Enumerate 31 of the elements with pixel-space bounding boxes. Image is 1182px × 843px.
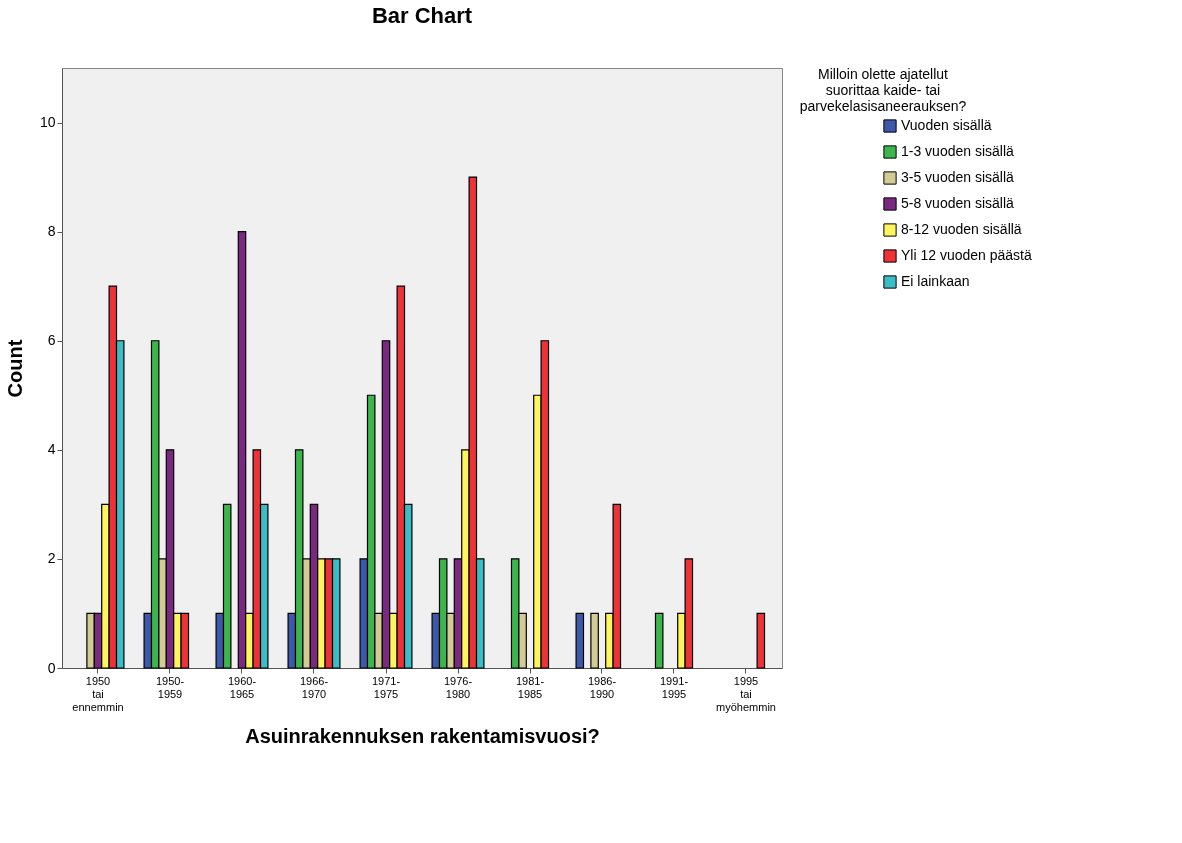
x-tick-label: 1991-1995 <box>659 674 689 700</box>
y-tick-label: 10 <box>39 114 56 131</box>
y-tick-label: 6 <box>47 332 56 349</box>
legend-label: Yli 12 vuoden päästä <box>901 247 1032 263</box>
y-tick-label: 8 <box>47 223 56 240</box>
legend-label: 1-3 vuoden sisällä <box>901 143 1015 159</box>
x-tick-label: 1971-1975 <box>371 674 401 700</box>
legend-label: Vuoden sisällä <box>901 117 992 133</box>
x-axis-title: Asuinrakennuksen rakentamisvuosi? <box>245 724 600 747</box>
bar <box>590 612 599 669</box>
legend-label: Ei lainkaan <box>901 273 970 289</box>
x-tick-label: 1950-1959 <box>155 674 185 700</box>
x-tick-label: 1960-1965 <box>227 674 257 700</box>
y-tick-label: 4 <box>47 441 56 458</box>
x-tick-label: 1986-1990 <box>587 674 617 700</box>
legend-label: 8-12 vuoden sisällä <box>901 221 1022 237</box>
x-tick-label: 1976-1980 <box>443 674 473 700</box>
chart-title: Bar Chart <box>371 3 473 28</box>
x-tick-label: 1950 tai ennemmin <box>72 674 124 713</box>
legend-label: 5-8 vuoden sisällä <box>901 195 1015 211</box>
y-axis-title: Count <box>3 339 26 398</box>
bar <box>756 612 766 669</box>
x-tick-label: 1966-1970 <box>299 674 329 700</box>
bar <box>575 612 585 669</box>
bar <box>654 612 664 669</box>
y-tick-label: 0 <box>47 659 56 676</box>
x-tick-label: 1981-1985 <box>515 674 545 700</box>
legend-title: Milloin olette ajatellut suorittaa kaide- tai parvekelasisaneerauksen? <box>799 66 967 114</box>
y-tick-label: 2 <box>47 550 56 567</box>
legend-label: 3-5 vuoden sisällä <box>901 169 1015 185</box>
x-tick-label: 1995 tai myöhemmin <box>716 674 776 713</box>
